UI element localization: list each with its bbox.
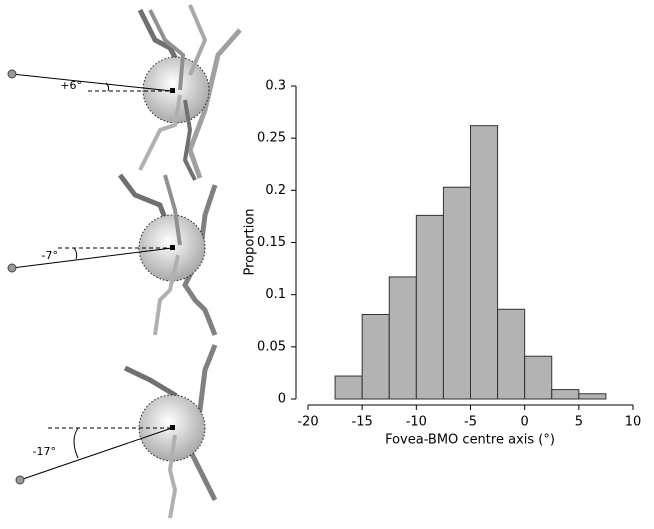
angle-label: -7° bbox=[42, 249, 58, 262]
bar bbox=[442, 186, 471, 400]
y-axis-label: Proportion bbox=[243, 208, 258, 275]
bar bbox=[470, 125, 499, 400]
y-tick-label: 0.1 bbox=[265, 287, 286, 302]
x-tick-label: 0 bbox=[521, 415, 529, 430]
y-tick-label: 0.25 bbox=[257, 131, 286, 146]
bar bbox=[551, 389, 580, 400]
bar bbox=[497, 308, 526, 400]
y-tick-label: 0.15 bbox=[257, 235, 286, 250]
x-axis-label: Fovea-BMO centre axis (°) bbox=[385, 433, 555, 448]
x-tick-label: -5 bbox=[464, 415, 477, 430]
bar bbox=[415, 214, 444, 400]
bar bbox=[578, 393, 607, 400]
eye-diagram: +6° bbox=[7, 4, 242, 181]
x-tick-label: -10 bbox=[406, 415, 427, 430]
angle-label: -17° bbox=[33, 445, 56, 458]
eye-diagram: -17° bbox=[15, 344, 218, 519]
x-tick-label: 5 bbox=[575, 415, 583, 430]
x-tick-label: -20 bbox=[297, 415, 318, 430]
x-tick-label: 10 bbox=[625, 415, 642, 430]
y-tick-label: 0.3 bbox=[265, 79, 286, 94]
y-tick-label: 0.05 bbox=[257, 339, 286, 354]
angle-label: +6° bbox=[60, 79, 82, 92]
bar bbox=[524, 355, 553, 400]
bar bbox=[334, 375, 363, 400]
y-tick-label: 0 bbox=[278, 392, 286, 407]
bar bbox=[361, 313, 390, 400]
x-tick-label: -15 bbox=[352, 415, 373, 430]
bar bbox=[388, 276, 417, 400]
y-tick-label: 0.2 bbox=[265, 183, 286, 198]
eye-diagram: -7° bbox=[7, 173, 218, 336]
